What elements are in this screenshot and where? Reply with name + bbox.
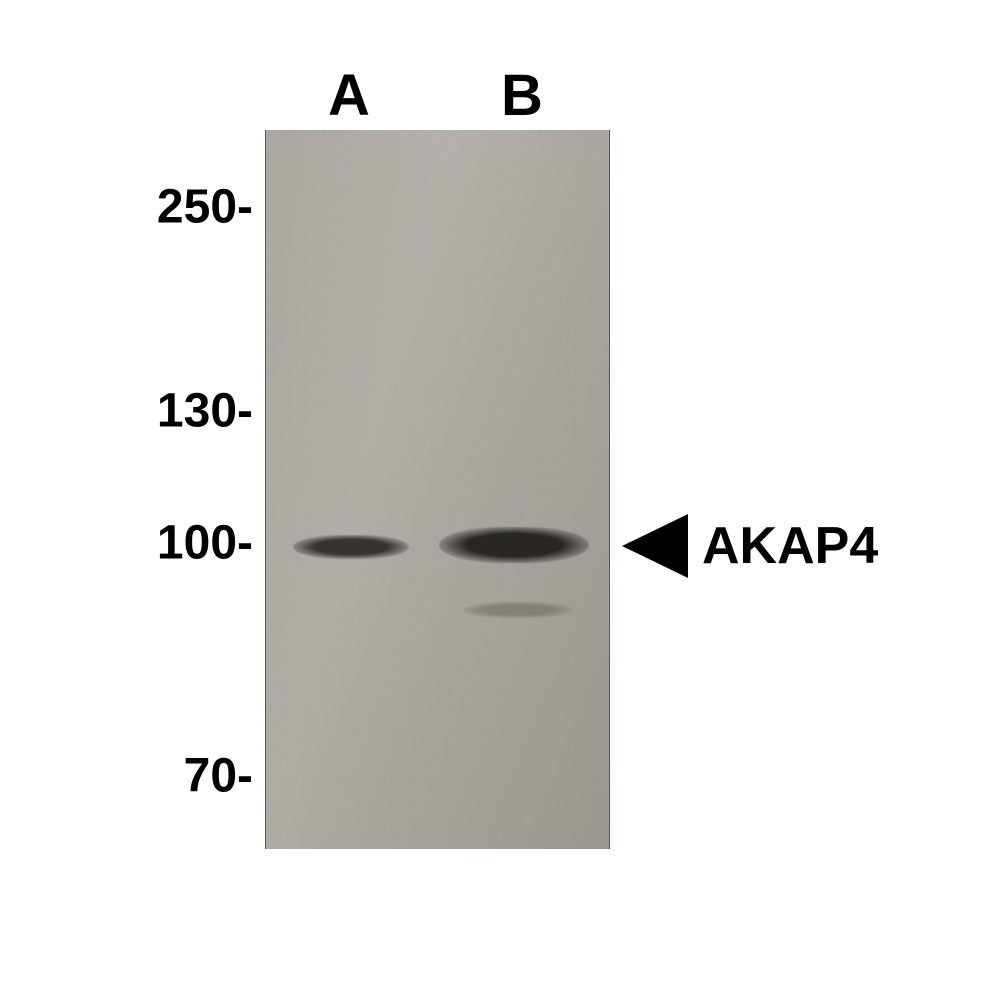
mw-marker-70: 70- <box>184 749 253 804</box>
lane-label-b: B <box>501 62 543 129</box>
blot-membrane <box>265 130 610 849</box>
mw-marker-100: 100- <box>157 516 253 571</box>
protein-label-text: AKAP4 <box>702 517 878 575</box>
lane-label-a: A <box>328 62 370 129</box>
mw-marker-130: 130- <box>157 384 253 439</box>
protein-label: AKAP4 <box>702 516 878 576</box>
annotation-arrow-icon <box>622 514 688 578</box>
band-lane-b-2 <box>463 602 573 618</box>
band-lane-a-0 <box>293 535 409 559</box>
band-lane-b-1 <box>439 527 589 563</box>
mw-marker-250: 250- <box>157 180 253 235</box>
